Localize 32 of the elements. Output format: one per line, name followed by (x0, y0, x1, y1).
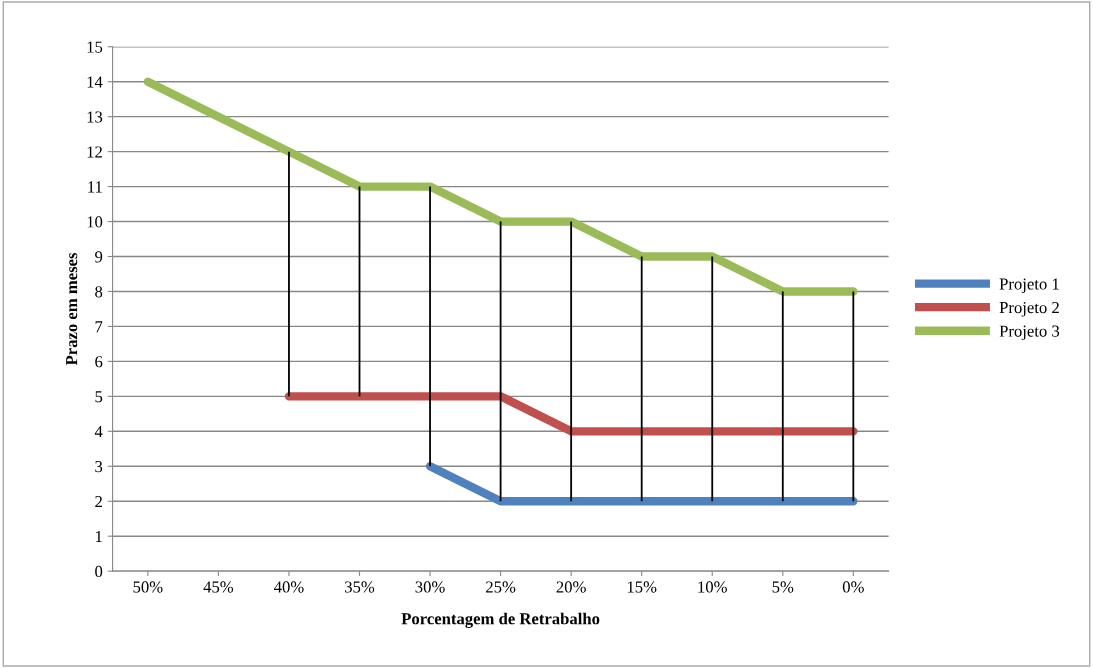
y-tick-label: 10 (87, 216, 103, 228)
legend-label: Projeto 1 (999, 278, 1059, 294)
x-tick-label: 10% (698, 581, 727, 593)
y-tick-label: 4 (94, 426, 103, 438)
y-tick-label: 0 (95, 565, 103, 578)
x-tick-label: 15% (627, 581, 657, 593)
x-tick-label: 40% (274, 581, 304, 593)
x-axis-title: Porcentagem de Retrabalho (401, 612, 600, 628)
x-tick-label: 25% (486, 581, 516, 593)
y-axis-title: Prazo em meses (66, 252, 78, 366)
y-tick-label: 13 (87, 111, 103, 123)
x-tick-label: 20% (556, 581, 586, 593)
x-tick-label: 30% (415, 581, 445, 593)
y-tick-label: 5 (95, 391, 103, 403)
y-tick-label: 1 (95, 530, 102, 542)
x-tick-label: 45% (203, 581, 234, 593)
y-tick-label: 14 (87, 76, 103, 88)
y-tick-label: 6 (95, 356, 103, 368)
y-tick-label: 3 (95, 461, 103, 473)
x-tick-label: 35% (345, 581, 375, 593)
y-tick-label: 12 (87, 146, 102, 158)
x-tick-label: 5% (772, 581, 794, 593)
y-tick-label: 15 (87, 41, 103, 53)
y-tick-label: 9 (95, 251, 103, 263)
legend-label: Projeto 3 (999, 325, 1060, 341)
legend-label: Projeto 2 (999, 301, 1059, 317)
y-tick-label: 8 (95, 286, 103, 298)
y-tick-label: 2 (95, 495, 102, 508)
x-tick-label: 50% (133, 581, 163, 593)
y-tick-label: 11 (88, 181, 102, 193)
y-tick-label: 7 (95, 321, 103, 333)
x-tick-label: 0% (842, 581, 864, 593)
